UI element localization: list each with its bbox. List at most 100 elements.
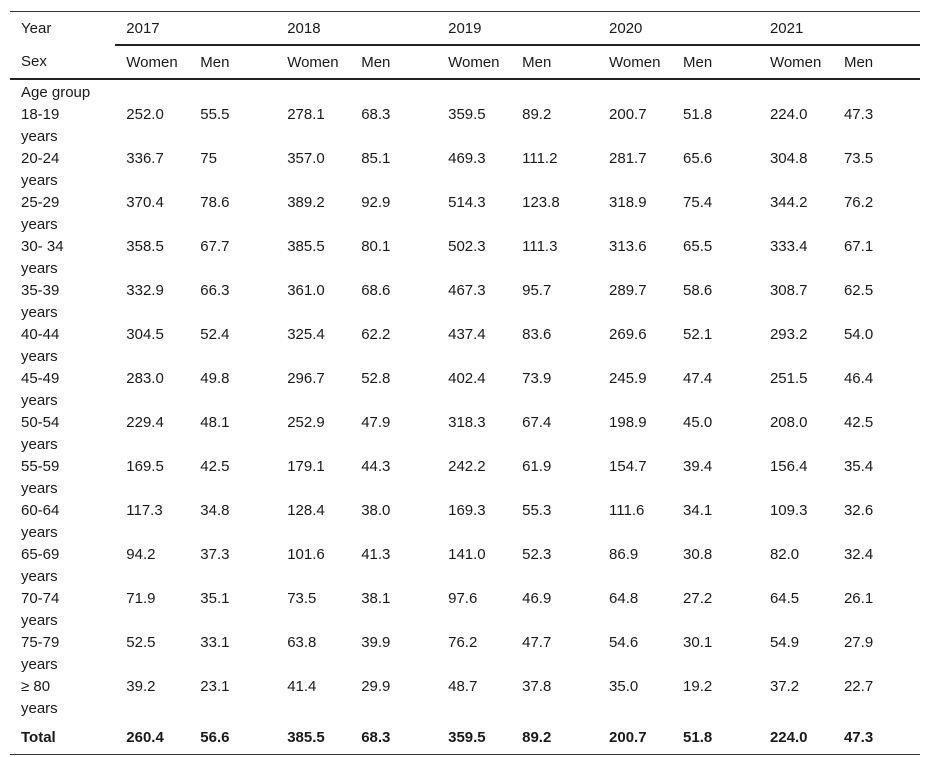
table-row: 18-19 years 252.0 55.5 278.1 68.3 359.5 89.2 20…: [10, 104, 920, 148]
women-value-cell: 385.5: [287, 238, 325, 255]
men-value-cell: 47.3: [843, 106, 874, 123]
year-header-row: Year 2017 2018 2019 2020 2021: [10, 11, 920, 46]
men-value-cell: 67.4: [522, 414, 552, 431]
age-group-text: 60-64 years: [21, 502, 60, 541]
men-value-cell: 73.9: [522, 370, 552, 387]
men-value-cell: 92.9: [361, 194, 391, 211]
men-value-cell: 67.7: [200, 238, 230, 255]
women-value-cell: 111.6: [609, 502, 645, 519]
women-value-cell: 278.1: [287, 106, 325, 123]
men-value-cell: 58.6: [683, 282, 713, 299]
men-value-cell: 30.1: [683, 634, 713, 651]
men-value-cell: 52.1: [683, 326, 713, 343]
men-value-cell: 55.5: [200, 106, 230, 123]
men-value-cell: 67.1: [843, 238, 874, 255]
men-value-cell: 55.3: [522, 502, 552, 519]
women-value-cell: 252.9: [287, 414, 325, 431]
age-group-text: 40-44 years: [21, 326, 60, 365]
age-group-cell: 35-39 years: [10, 280, 115, 324]
age-group-row: Age group: [10, 79, 920, 104]
women-value-cell: 361.0: [287, 282, 325, 299]
age-group-text: 18-19 years: [21, 106, 60, 145]
total-cell: 68.3: [361, 728, 391, 746]
age-group-cell: 60-64 years: [10, 500, 115, 544]
men-value-cell: 111.2: [522, 150, 558, 167]
women-value-cell: 154.7: [609, 458, 647, 475]
women-value-cell: 64.5: [769, 590, 800, 607]
men-value-cell: 47.7: [522, 634, 552, 651]
table-row: 55-59 years 169.5 42.5 179.1 44.3 242.2 61.9 15…: [10, 456, 920, 500]
men-header: Men: [683, 45, 759, 80]
men-value-cell: 32.6: [843, 502, 874, 519]
men-value-cell: 39.4: [683, 458, 713, 475]
women-value-cell: 332.9: [126, 282, 164, 299]
table-row: 25-29 years 370.4 78.6 389.2 92.9 514.3 123.8 3…: [10, 192, 920, 236]
men-value-cell: 46.9: [522, 590, 552, 607]
women-value-cell: 245.9: [609, 370, 647, 387]
men-value-cell: 19.2: [683, 678, 713, 695]
men-header: Men: [361, 45, 438, 80]
women-header: Women: [276, 45, 362, 80]
table-row: 75-79 years 52.5 33.1 63.8 39.9 76.2 47.7 54.6 3…: [10, 632, 920, 676]
age-group-cell: 30- 34 years: [10, 236, 115, 280]
men-value-cell: 49.8: [200, 370, 230, 387]
men-value-cell: 52.4: [200, 326, 230, 343]
women-value-cell: 402.4: [448, 370, 486, 387]
women-value-cell: 35.0: [609, 678, 639, 695]
women-value-cell: 281.7: [609, 150, 647, 167]
women-value-cell: 128.4: [287, 502, 325, 519]
women-value-cell: 37.2: [769, 678, 800, 695]
total-cell: 200.7: [609, 728, 647, 746]
table-row: 40-44 years 304.5 52.4 325.4 62.2 437.4 83.6 26…: [10, 324, 920, 368]
women-value-cell: 54.6: [609, 634, 639, 651]
men-value-cell: 27.9: [843, 634, 874, 651]
total-cell: 359.5: [448, 728, 486, 746]
year-2018: 2018: [276, 11, 438, 46]
age-group-cell: 75-79 years: [10, 632, 115, 676]
total-cell: 260.4: [126, 728, 164, 746]
total-label: Total: [21, 728, 56, 746]
men-value-cell: 68.6: [361, 282, 391, 299]
age-group-text: 35-39 years: [21, 282, 60, 321]
women-header: Women: [437, 45, 523, 80]
men-value-cell: 34.1: [683, 502, 713, 519]
women-value-cell: 344.2: [769, 194, 808, 211]
table-row: 35-39 years 332.9 66.3 361.0 68.6 467.3 95.7 28…: [10, 280, 920, 324]
men-value-cell: 44.3: [361, 458, 391, 475]
men-value-cell: 33.1: [200, 634, 230, 651]
year-2019: 2019: [437, 11, 599, 46]
women-value-cell: 308.7: [769, 282, 808, 299]
men-value-cell: 111.3: [522, 238, 558, 255]
men-value-cell: 37.8: [522, 678, 552, 695]
age-group-cell: 55-59 years: [10, 456, 115, 500]
women-value-cell: 48.7: [448, 678, 478, 695]
women-value-cell: 304.8: [769, 150, 808, 167]
women-value-cell: 76.2: [448, 634, 478, 651]
men-value-cell: 52.8: [361, 370, 391, 387]
men-value-cell: 68.3: [361, 106, 391, 123]
age-group-cell: 25-29 years: [10, 192, 115, 236]
men-value-cell: 73.5: [843, 150, 874, 167]
men-value-cell: 47.9: [361, 414, 391, 431]
women-value-cell: 141.0: [448, 546, 486, 563]
year-label: Year: [21, 20, 52, 37]
women-value-cell: 73.5: [287, 590, 317, 607]
women-value-cell: 437.4: [448, 326, 486, 343]
table-row: ≥ 80 years 39.2 23.1 41.4 29.9 48.7 37.8 35.0 19…: [10, 676, 920, 720]
men-value-cell: 75.4: [683, 194, 713, 211]
age-group-label: Age group: [21, 84, 91, 101]
table-body: Age group 18-19 years 252.0 55.5 278.1 68.3 3…: [10, 79, 920, 720]
men-value-cell: 75: [200, 150, 217, 167]
women-value-cell: 41.4: [287, 678, 317, 695]
women-value-cell: 318.3: [448, 414, 486, 431]
women-value-cell: 200.7: [609, 106, 647, 123]
women-value-cell: 198.9: [609, 414, 647, 431]
age-group-cell: 45-49 years: [10, 368, 115, 412]
total-cell: 51.8: [683, 728, 713, 746]
table-row: 20-24 years 336.7 75 357.0 85.1 469.3 111.2 281…: [10, 148, 920, 192]
total-cell: 385.5: [287, 728, 325, 746]
age-group-cell: 18-19 years: [10, 104, 115, 148]
women-header: Women: [115, 45, 201, 80]
total-cell: 56.6: [200, 728, 230, 746]
women-value-cell: 179.1: [287, 458, 325, 475]
